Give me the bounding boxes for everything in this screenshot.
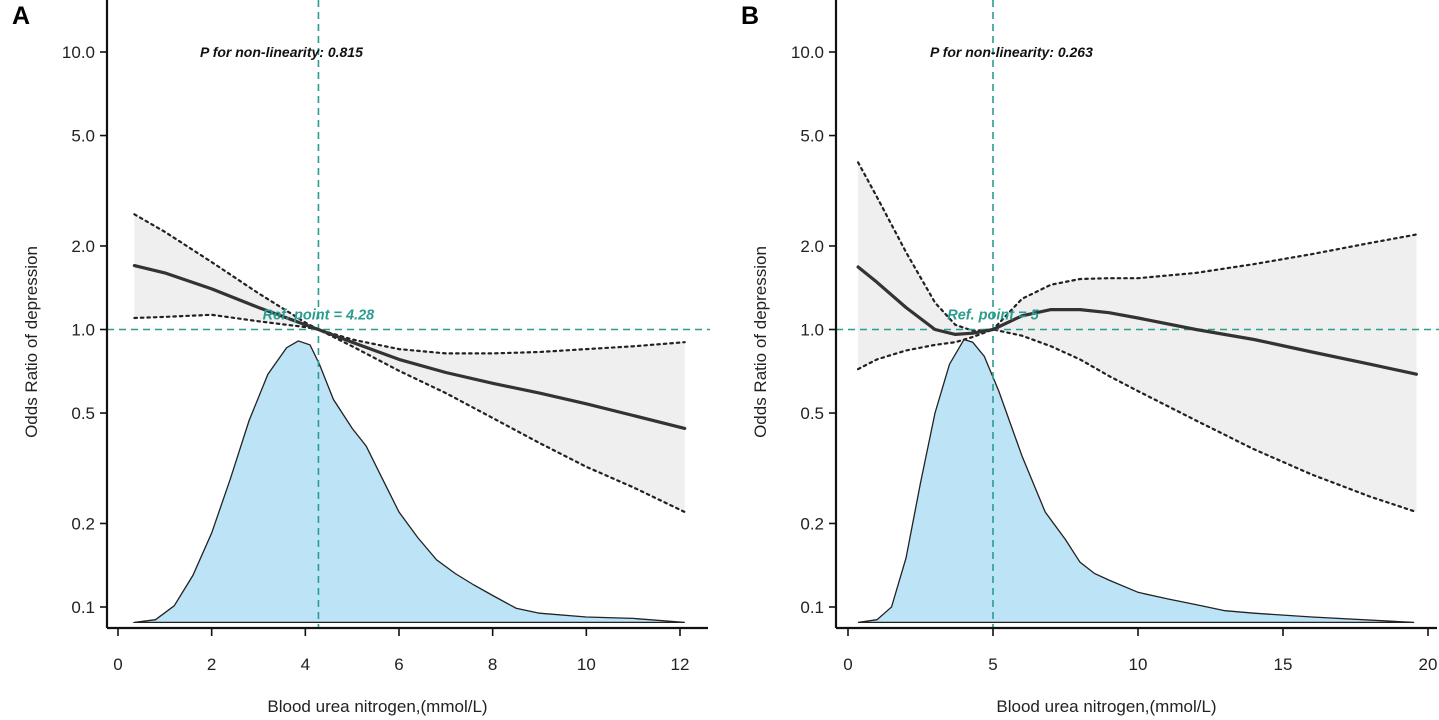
chart-panel-b: 0.1 0.2 0.5 1.0 2.0 5.0 10.0 0 5 10 15 20 Blood urea…	[741, 0, 1439, 716]
ci-line-series-2	[856, 328, 1418, 514]
y-tick-label-5: 5.0	[800, 127, 824, 146]
y-tick-label-3: 1.0	[800, 321, 824, 340]
x-tick-label-4: 8	[488, 655, 497, 674]
x-tick-label-6: 12	[671, 655, 690, 674]
y-tick-label-6: 10.0	[62, 43, 95, 62]
confidence-band	[858, 162, 1417, 512]
y-tick-label-5: 5.0	[71, 127, 95, 146]
ci-line-series-1	[133, 213, 686, 355]
x-tick-label-0: 0	[843, 655, 852, 674]
chart-panel-a: 0.1 0.2 0.5 1.0 2.0 5.0 10.0 0 2 4 6 8 10 12 Blood ure…	[12, 0, 710, 716]
nonlinearity-annotation: P for non-linearity: 0.263	[930, 44, 1093, 60]
y-tick-label-4: 2.0	[800, 237, 824, 256]
x-tick-label-0: 0	[113, 655, 122, 674]
panel-label: A	[12, 2, 30, 30]
x-tick-label-2: 4	[301, 655, 310, 674]
panel-label: B	[741, 2, 759, 30]
y-tick-label-4: 2.0	[71, 237, 95, 256]
y-tick-label-1: 0.2	[800, 514, 824, 533]
y-tick-label-0: 0.1	[71, 598, 95, 617]
density-area-series-3	[132, 340, 685, 624]
odds-ratio-line-series-0	[856, 265, 1419, 376]
y-tick-label-6: 10.0	[791, 43, 824, 62]
y-tick-label-0: 0.1	[800, 598, 824, 617]
y-tick-label-3: 1.0	[71, 321, 95, 340]
ci-line-series-2	[133, 313, 686, 514]
x-tick-label-1: 5	[988, 655, 997, 674]
x-tick-label-1: 2	[207, 655, 216, 674]
x-tick-label-2: 10	[1129, 655, 1148, 674]
x-axis-title: Blood urea nitrogen,(mmol/L)	[267, 697, 487, 716]
ci-line-series-1	[856, 161, 1418, 332]
y-tick-label-1: 0.2	[71, 514, 95, 533]
y-axis-title: Odds Ratio of depression	[22, 246, 41, 438]
y-tick-label-2: 0.5	[71, 404, 95, 423]
x-tick-label-3: 6	[394, 655, 403, 674]
x-axis-title: Blood urea nitrogen,(mmol/L)	[996, 697, 1216, 716]
x-tick-label-4: 20	[1419, 655, 1438, 674]
y-tick-label-2: 0.5	[800, 404, 824, 423]
nonlinearity-annotation: P for non-linearity: 0.815	[200, 44, 363, 60]
ref-point-label: Ref. point = 4.28	[263, 308, 376, 324]
density-area-series-3	[858, 338, 1415, 624]
x-tick-label-5: 10	[577, 655, 596, 674]
odds-ratio-line-series-0	[132, 264, 687, 430]
y-axis-title: Odds Ratio of depression	[751, 246, 770, 438]
x-tick-label-3: 15	[1274, 655, 1293, 674]
ref-point-label: Ref. point = 5	[947, 308, 1039, 324]
